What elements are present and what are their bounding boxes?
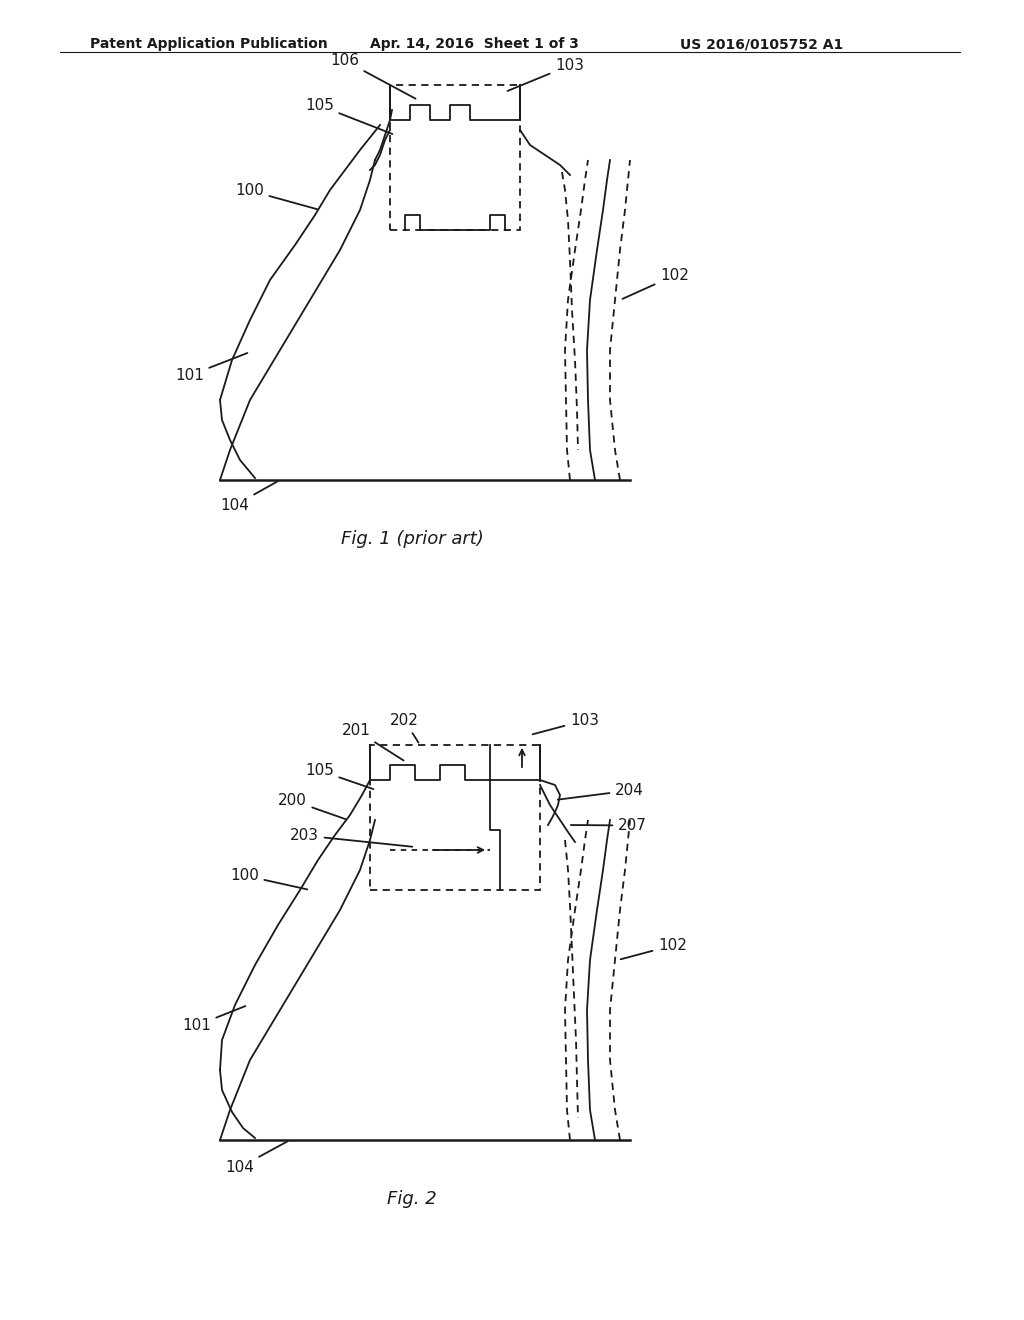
- Text: 103: 103: [532, 713, 599, 734]
- Text: 102: 102: [621, 939, 687, 960]
- Text: 105: 105: [305, 98, 392, 135]
- Text: Apr. 14, 2016  Sheet 1 of 3: Apr. 14, 2016 Sheet 1 of 3: [370, 37, 579, 51]
- Text: 102: 102: [623, 268, 689, 298]
- Text: 100: 100: [230, 869, 307, 890]
- Text: 101: 101: [182, 1006, 246, 1034]
- Text: 105: 105: [305, 763, 374, 789]
- Text: Fig. 2: Fig. 2: [387, 1191, 437, 1208]
- Text: 103: 103: [508, 58, 584, 91]
- Text: 106: 106: [330, 53, 416, 99]
- Text: 200: 200: [278, 793, 345, 820]
- Text: 202: 202: [390, 713, 419, 743]
- Bar: [370, 744, 540, 890]
- Text: Fig. 1 (prior art): Fig. 1 (prior art): [341, 531, 483, 548]
- Text: 104: 104: [225, 1142, 288, 1175]
- Text: 203: 203: [290, 828, 413, 846]
- Bar: [390, 84, 520, 230]
- Text: Patent Application Publication: Patent Application Publication: [90, 37, 328, 51]
- Text: 207: 207: [570, 818, 647, 833]
- Text: US 2016/0105752 A1: US 2016/0105752 A1: [680, 37, 843, 51]
- Text: 104: 104: [220, 482, 278, 513]
- Text: 201: 201: [342, 723, 403, 760]
- Text: 100: 100: [234, 183, 317, 210]
- Text: 204: 204: [558, 783, 644, 800]
- Text: 101: 101: [175, 352, 248, 383]
